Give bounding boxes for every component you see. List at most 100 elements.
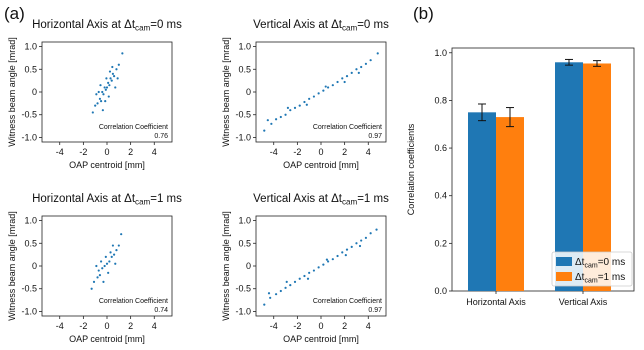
- scatter-point: [369, 232, 372, 235]
- scatter-point: [343, 80, 346, 84]
- legend-label: Δtcam=0 ms: [575, 257, 625, 270]
- scatter-point: [99, 84, 102, 87]
- scatter-point: [105, 86, 109, 89]
- scatter-point: [308, 97, 311, 100]
- scatter-point: [345, 248, 349, 251]
- scatter-point: [274, 293, 278, 296]
- scatter-point: [112, 253, 116, 256]
- scatter-point: [284, 113, 287, 116]
- scatter-point: [286, 106, 290, 110]
- x-tick-label: Horizontal Axis: [466, 297, 526, 307]
- scatter-point: [308, 271, 311, 274]
- x-tick-label: 0: [318, 147, 323, 157]
- y-axis-label: Witness beam angle [mrad]: [7, 37, 17, 147]
- scatter-point: [289, 283, 292, 287]
- legend-label-legend-sub: cam: [584, 263, 597, 270]
- scatter-point: [303, 274, 306, 278]
- legend-label-legend-delta: Δt: [575, 272, 585, 283]
- correlation-label: Correlation Coefficient: [313, 124, 382, 131]
- scatter-title-title-sub: cam: [342, 198, 357, 207]
- scatter-point: [355, 242, 358, 245]
- scatter-title: Horizontal Axis at Δtcam=1 ms: [32, 193, 182, 207]
- x-tick-label: -4: [270, 321, 278, 331]
- y-tick-label: 0.5: [24, 64, 37, 74]
- scatter-point: [270, 122, 273, 125]
- scatter-point: [109, 77, 112, 80]
- scatter-title-title-suffix: =1 ms: [357, 193, 389, 205]
- y-tick-label: 0.5: [238, 238, 251, 248]
- y-tick-label: -1.0: [21, 132, 37, 142]
- scatter-point: [105, 262, 109, 265]
- x-tick-label: 2: [342, 147, 347, 157]
- scatter-point: [305, 103, 308, 106]
- y-tick-label: -0.5: [21, 284, 37, 294]
- scatter-point: [102, 93, 105, 96]
- scatter-point: [358, 244, 362, 248]
- scatter-point: [331, 258, 334, 261]
- x-axis-label: OAP centroid [mm]: [283, 334, 359, 344]
- scatter-title-title-prefix: Horizontal Axis at: [32, 19, 124, 31]
- scatter-point: [364, 62, 368, 65]
- y-axis-label: Witness beam angle [mrad]: [221, 37, 231, 147]
- y-tick-label: 0.5: [24, 238, 37, 248]
- scatter-point: [298, 277, 301, 280]
- scatter-point: [109, 251, 112, 254]
- scatter-point: [95, 264, 98, 268]
- scatter-point: [350, 245, 353, 249]
- scatter-point: [306, 277, 310, 280]
- scatter-title-title-sub: cam: [135, 198, 150, 207]
- scatter-point: [115, 68, 118, 71]
- scatter-point: [267, 292, 271, 295]
- scatter-point: [95, 93, 98, 96]
- scatter-point: [322, 89, 325, 92]
- scatter-point: [107, 271, 110, 274]
- x-tick-label: 0: [104, 147, 109, 157]
- y-tick-label: 1.0: [24, 216, 37, 226]
- scatter-point: [344, 253, 347, 257]
- scatter-point: [98, 97, 102, 100]
- y-axis-label: Witness beam angle [mrad]: [7, 211, 17, 321]
- x-tick-label: 4: [366, 321, 371, 331]
- scatter-point: [114, 262, 117, 265]
- scatter-title-title-suffix: =1 ms: [150, 193, 182, 205]
- legend-label-legend-sub: cam: [584, 278, 597, 285]
- legend-label-legend-delta: Δt: [575, 257, 585, 268]
- scatter-point: [324, 85, 327, 88]
- y-tick-label: 0.2: [434, 238, 447, 248]
- scatter-point: [341, 251, 344, 254]
- scatter-point: [111, 65, 114, 69]
- y-tick-label: 1.0: [238, 216, 251, 226]
- scatter-point: [110, 79, 113, 82]
- scatter-point: [97, 269, 100, 272]
- x-tick-label: -2: [293, 147, 301, 157]
- x-axis-label: OAP centroid [mm]: [283, 160, 359, 170]
- correlation-label: Correlation Coefficient: [99, 124, 168, 131]
- y-tick-label: 0.8: [434, 95, 447, 105]
- panel-label-b: (b): [413, 4, 434, 23]
- y-tick-label: 0: [32, 87, 37, 97]
- scatter-point: [94, 104, 97, 107]
- panel-label-a: (a): [4, 4, 25, 23]
- bar-plot-frame: [451, 47, 635, 292]
- scatter-point: [303, 100, 306, 104]
- scatter-point: [341, 77, 344, 80]
- x-tick-label: -2: [79, 147, 87, 157]
- correlation-value: 0.74: [154, 307, 168, 314]
- x-axis-label: OAP centroid [mm]: [69, 334, 145, 344]
- scatter-point: [331, 84, 334, 87]
- y-tick-label: -0.5: [21, 110, 37, 120]
- y-axis-label: Correlation coefficients: [406, 123, 416, 215]
- correlation-value: 0.97: [368, 133, 382, 140]
- y-tick-label: 1.0: [24, 42, 37, 52]
- y-tick-label: 0: [246, 261, 251, 271]
- scatter-point: [108, 260, 111, 263]
- scatter-point: [266, 119, 269, 122]
- bar: [468, 112, 496, 291]
- scatter-point: [293, 106, 297, 110]
- scatter-point: [104, 255, 107, 259]
- x-tick-label: -2: [79, 321, 87, 331]
- correlation-value: 0.76: [154, 133, 168, 140]
- y-tick-label: 0: [246, 87, 251, 97]
- scatter-point: [274, 118, 278, 121]
